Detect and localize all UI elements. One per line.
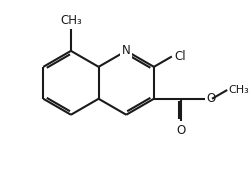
Text: O: O xyxy=(176,124,186,137)
Text: CH₃: CH₃ xyxy=(228,85,249,95)
Text: CH₃: CH₃ xyxy=(60,14,82,27)
Text: Cl: Cl xyxy=(174,50,186,63)
Text: O: O xyxy=(206,92,215,105)
Text: N: N xyxy=(122,44,130,57)
